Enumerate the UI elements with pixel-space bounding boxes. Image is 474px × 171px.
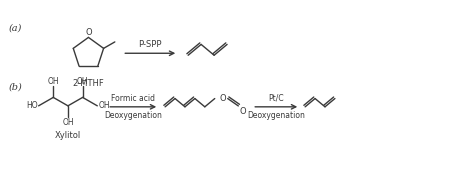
- Text: (b): (b): [9, 83, 22, 92]
- Text: O: O: [85, 28, 92, 37]
- Text: O: O: [220, 94, 227, 103]
- Text: HO: HO: [26, 101, 37, 110]
- Text: OH: OH: [77, 76, 89, 86]
- Text: OH: OH: [62, 118, 74, 127]
- Text: O: O: [239, 107, 246, 116]
- Text: (a): (a): [9, 23, 22, 32]
- Text: Xylitol: Xylitol: [55, 131, 81, 140]
- Text: OH: OH: [98, 101, 110, 110]
- Text: Pt/C: Pt/C: [268, 94, 284, 103]
- Text: OH: OH: [47, 76, 59, 86]
- Text: Formic acid: Formic acid: [111, 94, 155, 103]
- Text: Deoxygenation: Deoxygenation: [104, 111, 162, 120]
- Text: 2-MTHF: 2-MTHF: [73, 79, 104, 88]
- Text: P-SPP: P-SPP: [138, 40, 162, 49]
- Text: Deoxygenation: Deoxygenation: [247, 111, 305, 120]
